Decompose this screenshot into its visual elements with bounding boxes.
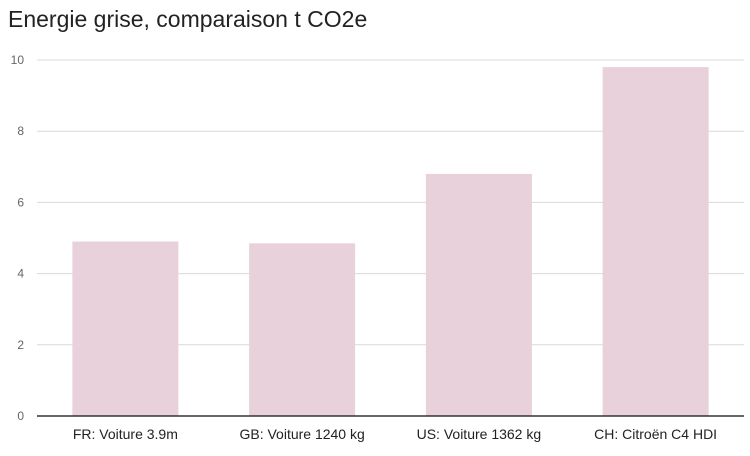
y-tick-label: 8 [17, 124, 24, 138]
y-tick-label: 4 [17, 267, 24, 281]
bars [72, 67, 709, 417]
bar [425, 173, 532, 416]
y-axis-ticks: 0 2 4 6 8 10 [11, 53, 25, 423]
y-tick-label: 2 [17, 338, 24, 352]
y-tick-label: 10 [11, 53, 25, 67]
bar [249, 243, 356, 416]
x-tick-label: GB: Voiture 1240 kg [239, 426, 364, 442]
chart-title: Energie grise, comparaison t CO2e [8, 6, 368, 32]
bar [72, 241, 179, 416]
x-tick-label: US: Voiture 1362 kg [417, 426, 542, 442]
x-tick-label: CH: Citroën C4 HDI [594, 426, 717, 442]
x-axis-labels: FR: Voiture 3.9m GB: Voiture 1240 kg US: V… [73, 426, 717, 442]
y-tick-label: 6 [17, 195, 24, 209]
y-tick-label: 0 [17, 409, 24, 423]
bar [602, 67, 709, 417]
x-tick-label: FR: Voiture 3.9m [73, 426, 178, 442]
